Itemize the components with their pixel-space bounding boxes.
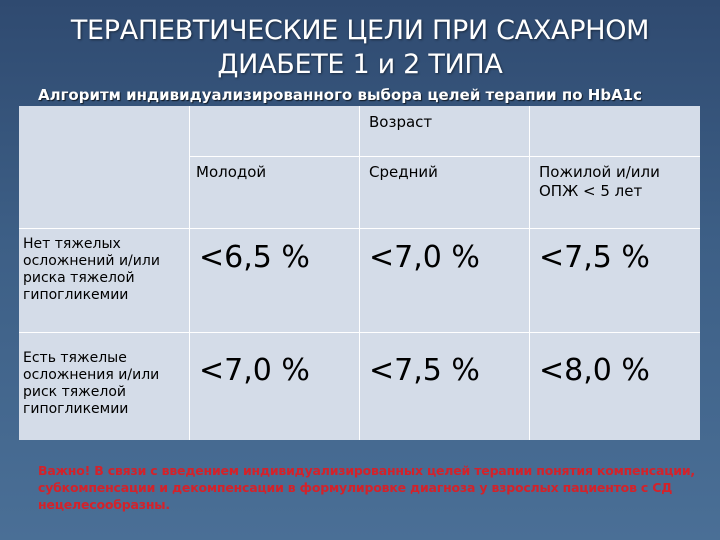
column-header-elderly: Пожилой и/или ОПЖ < 5 лет — [539, 163, 660, 200]
row-label-no-complications: Нет тяжелых осложнений и/или риска тяжел… — [23, 236, 160, 303]
table-divider — [189, 106, 190, 440]
important-note: Важно! В связи с введением индивидуализи… — [38, 463, 695, 512]
column-header-middle: Средний — [369, 163, 438, 181]
table-divider — [189, 156, 700, 157]
target-value-elderly-complications: <8,0 % — [539, 353, 650, 388]
slide-subtitle: Алгоритм индивидуализированного выбора ц… — [38, 86, 643, 104]
slide-title-line-1: ТЕРАПЕВТИЧЕСКИЕ ЦЕЛИ ПРИ САХАРНОМ — [70, 15, 650, 46]
slide-title: ТЕРАПЕВТИЧЕСКИЕ ЦЕЛИ ПРИ САХАРНОМ ДИАБЕТ… — [0, 14, 720, 82]
target-value-middle-complications: <7,5 % — [369, 353, 480, 388]
table-divider — [359, 106, 360, 440]
slide-title-line-2: ДИАБЕТЕ 1 и 2 ТИПА — [217, 49, 503, 80]
table-divider — [19, 332, 700, 333]
target-value-young-no-complications: <6,5 % — [199, 240, 310, 275]
row-label-complications: Есть тяжелые осложнения и/или риск тяжел… — [23, 350, 160, 417]
table-divider — [529, 106, 530, 440]
table-divider — [19, 228, 700, 229]
target-value-elderly-no-complications: <7,5 % — [539, 240, 650, 275]
age-group-header: Возраст — [369, 113, 433, 131]
column-header-young: Молодой — [196, 163, 267, 181]
target-value-young-complications: <7,0 % — [199, 353, 310, 388]
hba1c-targets-table: Возраст Молодой Средний Пожилой и/или ОП… — [19, 106, 700, 440]
target-value-middle-no-complications: <7,0 % — [369, 240, 480, 275]
